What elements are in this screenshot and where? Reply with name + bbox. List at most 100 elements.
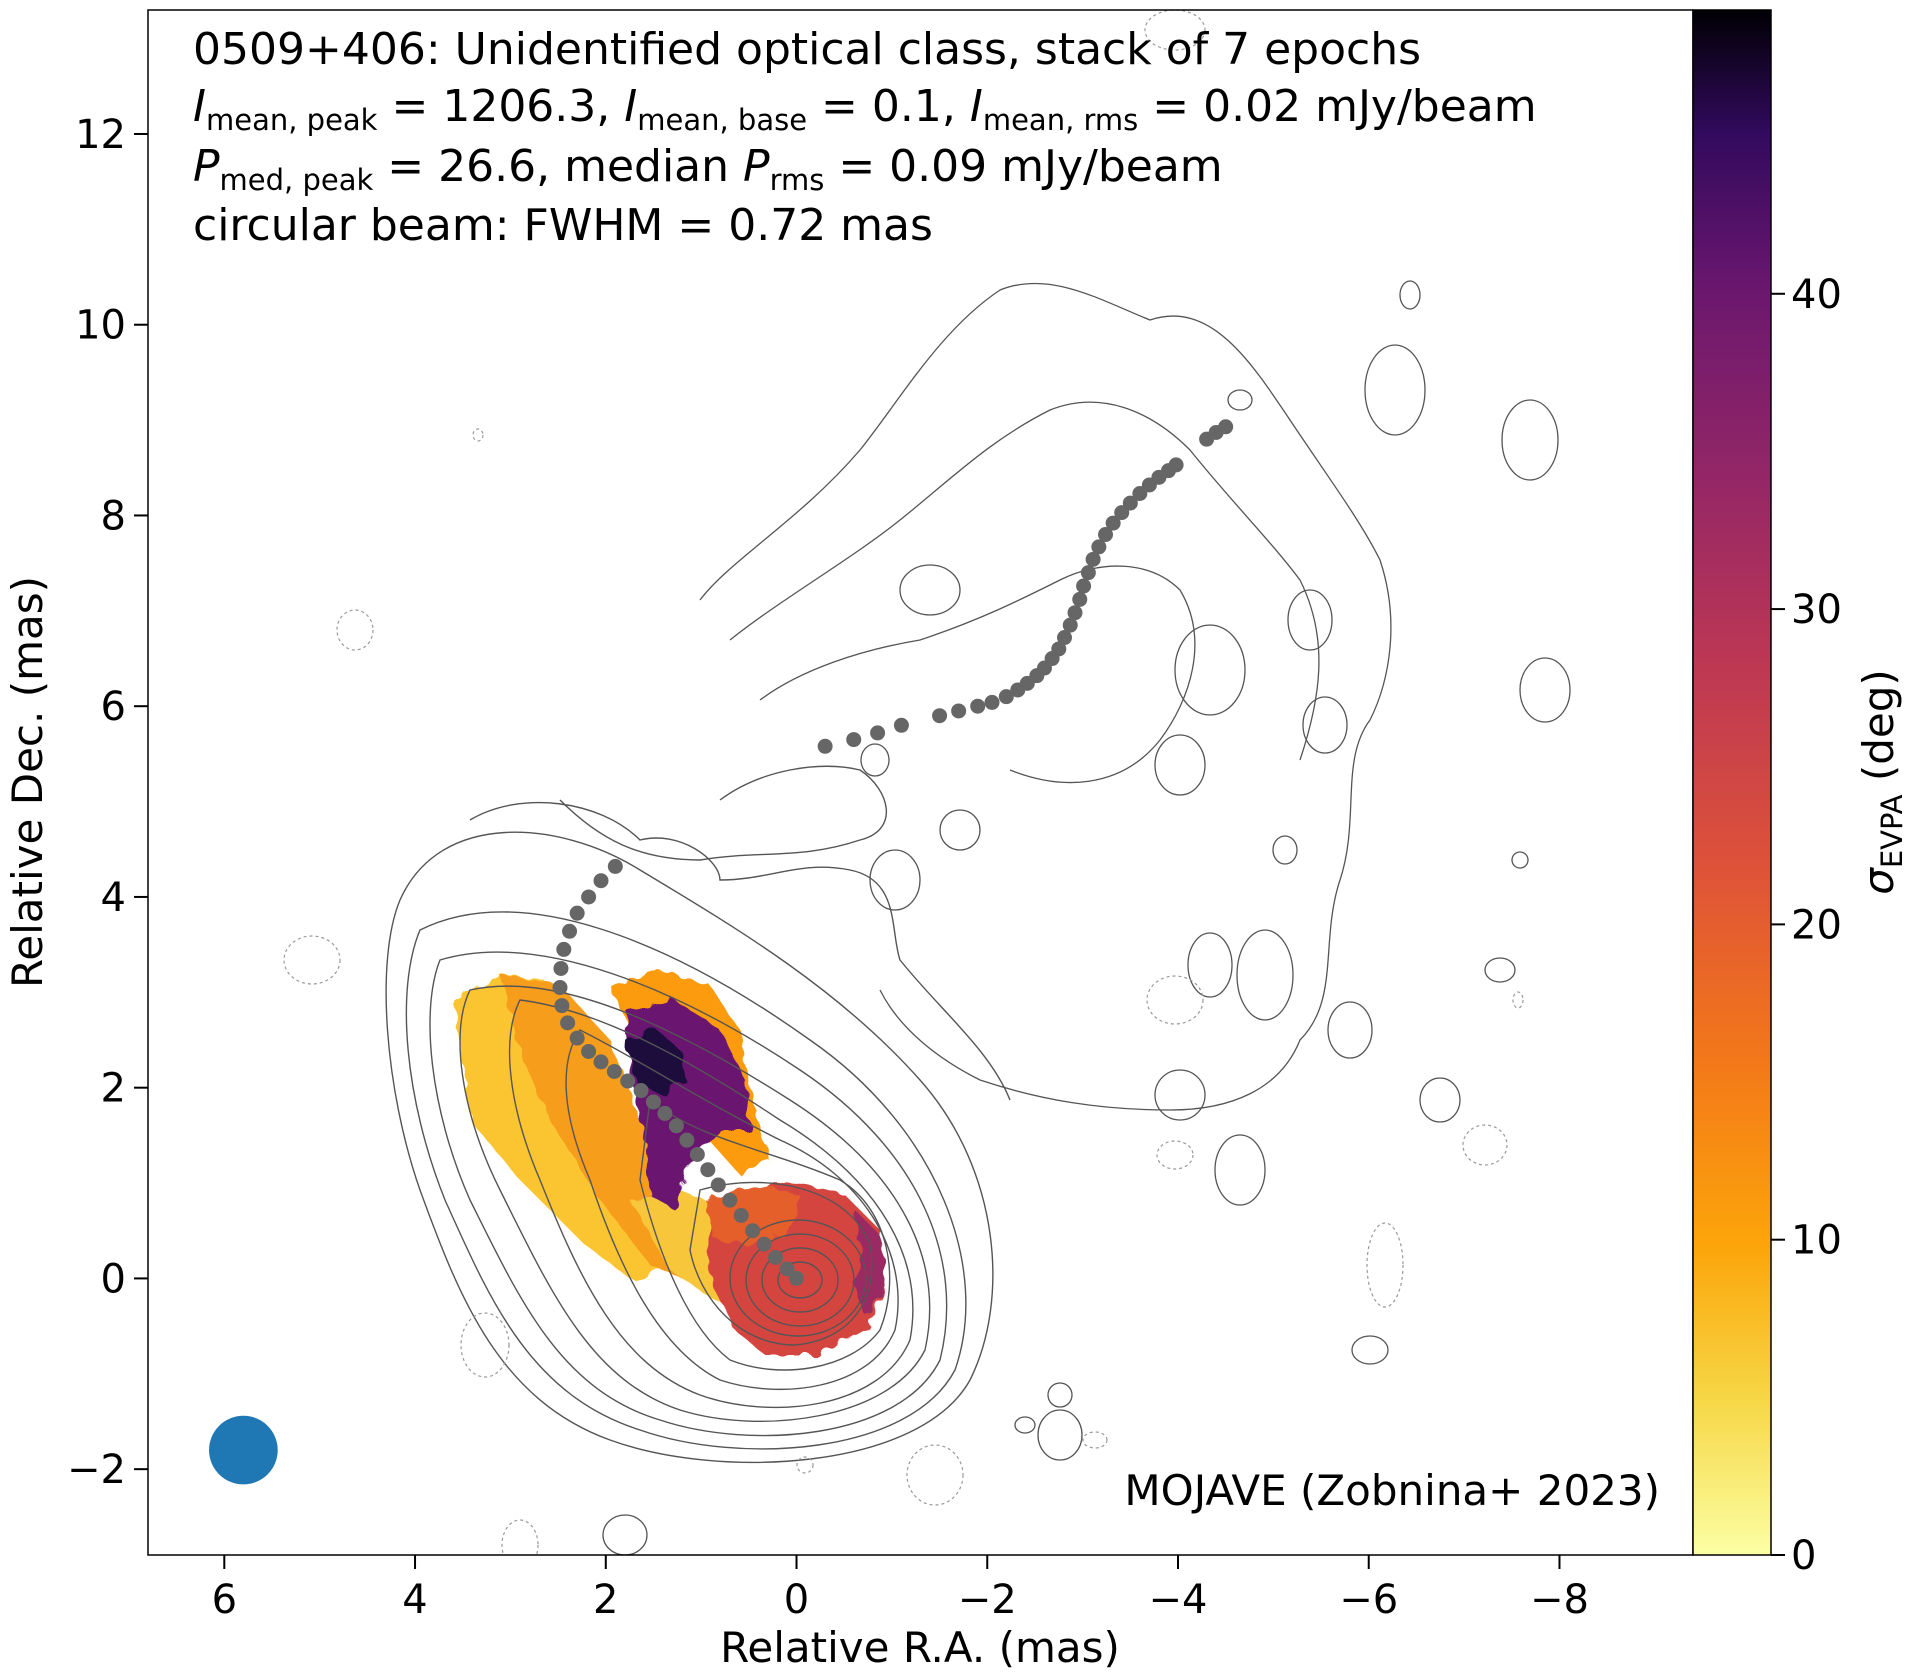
x-tick-label: 4 <box>402 1577 427 1623</box>
x-axis-title: Relative R.A. (mas) <box>720 1623 1120 1672</box>
ridgeline-point <box>553 960 569 976</box>
intensity-contours-inner <box>385 765 1011 1463</box>
intensity-sub-peak: mean, peak <box>206 103 378 137</box>
ridgeline-point <box>733 1207 749 1223</box>
ridgeline-point <box>607 858 623 874</box>
ridgeline-point <box>1168 457 1184 473</box>
x-tick-label: −4 <box>1149 1577 1208 1623</box>
y-tick-label: 8 <box>101 493 126 539</box>
ridgeline-point <box>569 905 585 921</box>
ridgeline-point <box>556 941 572 957</box>
ridgeline-point <box>1051 641 1067 657</box>
ridgeline-point <box>657 1105 673 1121</box>
colorbar-tick-label: 30 <box>1791 587 1842 633</box>
ridgeline-point <box>1080 565 1096 581</box>
ridgeline-point <box>756 1236 772 1252</box>
ridgeline-point <box>581 889 597 905</box>
polar-symbol-peak: P <box>193 141 220 192</box>
y-tick-label: −2 <box>67 1447 126 1493</box>
colorbar-unit: (deg) <box>1854 669 1903 794</box>
info-line-2: Imean, peak = 1206.3, Imean, base = 0.1,… <box>193 81 1537 137</box>
beam-ellipse <box>209 1415 278 1485</box>
intensity-symbol-peak: I <box>193 81 206 132</box>
ridgeline-point <box>745 1223 761 1239</box>
ridgeline-point <box>722 1192 738 1208</box>
ridgeline-point <box>768 1249 784 1265</box>
ridgeline-point <box>1132 486 1148 502</box>
intensity-peak-value: = 1206.3, <box>377 81 624 132</box>
y-tick-label: 2 <box>101 1066 126 1112</box>
x-tick-label: 2 <box>593 1577 618 1623</box>
ridgeline-point <box>1098 527 1114 543</box>
ridgeline-point <box>1057 630 1073 646</box>
ridgeline-point <box>593 873 609 889</box>
ridgeline <box>552 419 1234 1286</box>
ridgeline-point <box>846 732 862 748</box>
plot-area <box>148 10 1693 1555</box>
intensity-base-value: = 0.1, <box>807 81 970 132</box>
ridgeline-point <box>668 1118 684 1134</box>
ridgeline-point <box>554 998 570 1014</box>
ridgeline-point <box>1105 515 1121 531</box>
x-tick-label: −2 <box>958 1577 1017 1623</box>
ridgeline-point <box>569 1030 585 1046</box>
colorbar-sub: EVPA <box>1875 794 1905 868</box>
evpa-patch-core-purple-edge <box>855 1210 885 1315</box>
y-tick-label: 10 <box>75 303 126 349</box>
ridgeline-point <box>562 923 578 939</box>
colorbar-tick-label: 10 <box>1791 1218 1842 1264</box>
colorbar-title: σEVPA (deg) <box>1854 669 1905 895</box>
ridgeline-point <box>606 1063 622 1079</box>
ridgeline-point <box>817 738 833 754</box>
x-tick-label: −6 <box>1339 1577 1398 1623</box>
ridgeline-point <box>645 1094 661 1110</box>
credit-label: MOJAVE (Zobnina+ 2023) <box>1124 1466 1660 1515</box>
intensity-symbol-rms: I <box>970 81 983 132</box>
ridgeline-point <box>633 1083 649 1099</box>
polar-sub-rms: rms <box>770 163 825 197</box>
ridgeline-point <box>679 1132 695 1148</box>
ridgeline-point <box>932 708 948 724</box>
ridgeline-point <box>581 1043 597 1059</box>
negative-contours <box>283 10 1524 1555</box>
ridgeline-point <box>689 1146 705 1162</box>
ridgeline-point <box>1062 617 1078 633</box>
colorbar-symbol: σ <box>1854 867 1903 895</box>
ridgeline-point <box>552 980 568 996</box>
y-tick-label: 4 <box>101 875 126 921</box>
colorbar-axis: 0 10 20 30 40 <box>1771 272 1842 1579</box>
ridgeline-point <box>1091 539 1107 555</box>
intensity-sub-base: mean, base <box>637 103 807 137</box>
x-tick-label: 6 <box>212 1577 237 1623</box>
ridgeline-point <box>789 1270 805 1286</box>
x-tick-label: −8 <box>1530 1577 1589 1623</box>
ridgeline-point <box>970 698 986 714</box>
ridgeline-point <box>710 1177 726 1193</box>
intensity-symbol-base: I <box>624 81 637 132</box>
y-tick-label: 12 <box>75 112 126 158</box>
colorbar-tick-label: 20 <box>1791 902 1842 948</box>
ridgeline-point <box>1076 578 1092 594</box>
y-axis-title: Relative Dec. (mas) <box>3 576 52 988</box>
intensity-contours-outer <box>602 280 1571 1555</box>
x-axis: 6 4 2 0 −2 −4 −6 −8 <box>212 1555 1589 1623</box>
y-tick-label: 6 <box>101 684 126 730</box>
ridgeline-point <box>1114 505 1130 521</box>
evpa-patch-dark <box>625 1028 685 1095</box>
intensity-rms-value: = 0.02 mJy/beam <box>1138 81 1536 132</box>
ridgeline-point <box>984 694 1000 710</box>
info-line-3: Pmed, peak = 26.6, median Prms = 0.09 mJ… <box>193 141 1223 197</box>
ridgeline-point <box>998 689 1014 705</box>
y-tick-label: 0 <box>101 1256 126 1302</box>
polar-sub-peak: med, peak <box>220 163 374 197</box>
polar-rms-value: = 0.09 mJy/beam <box>824 141 1222 192</box>
ridgeline-point <box>951 703 967 719</box>
info-line-4: circular beam: FWHM = 0.72 mas <box>193 200 933 251</box>
ridgeline-point <box>1072 591 1088 607</box>
colorbar <box>1692 9 1772 1556</box>
ridgeline-point <box>893 717 909 733</box>
ridgeline-point <box>593 1054 609 1070</box>
info-line-1: 0509+406: Unidentified optical class, st… <box>193 24 1421 75</box>
ridgeline-point <box>560 1015 576 1031</box>
